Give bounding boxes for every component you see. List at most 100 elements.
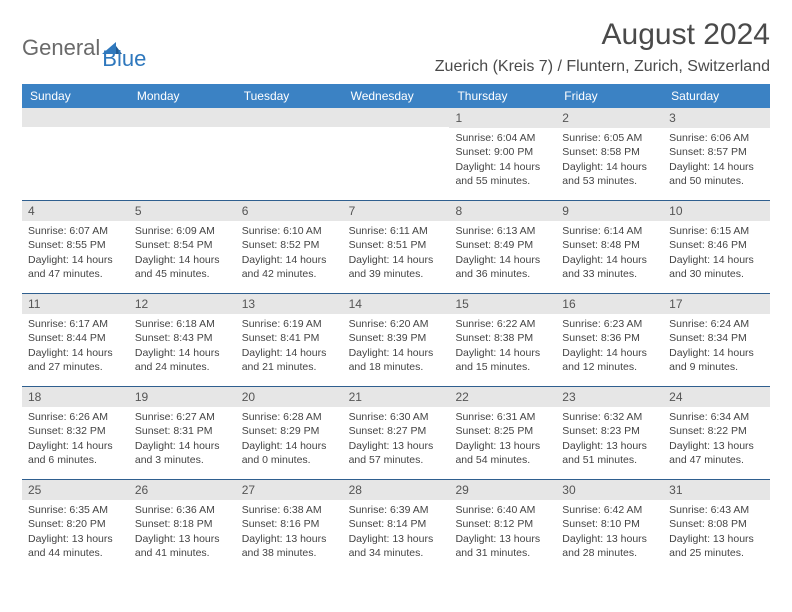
daylight-text: Daylight: 13 hours (669, 439, 764, 453)
daylight-text: Daylight: 14 hours (562, 346, 657, 360)
sunset-text: Sunset: 8:22 PM (669, 424, 764, 438)
sunrise-text: Sunrise: 6:18 AM (135, 317, 230, 331)
sunset-text: Sunset: 8:46 PM (669, 238, 764, 252)
sunset-text: Sunset: 8:49 PM (455, 238, 550, 252)
sunset-text: Sunset: 8:44 PM (28, 331, 123, 345)
calendar-cell: 12Sunrise: 6:18 AMSunset: 8:43 PMDayligh… (129, 294, 236, 386)
daylight-text: Daylight: 14 hours (562, 253, 657, 267)
daylight-text: Daylight: 14 hours (28, 439, 123, 453)
calendar-cell (129, 108, 236, 200)
sunset-text: Sunset: 8:39 PM (349, 331, 444, 345)
daylight-text: Daylight: 14 hours (242, 253, 337, 267)
day-details: Sunrise: 6:05 AMSunset: 8:58 PMDaylight:… (556, 128, 663, 194)
calendar-cell (343, 108, 450, 200)
daylight-text: and 45 minutes. (135, 267, 230, 281)
daylight-text: Daylight: 14 hours (135, 346, 230, 360)
calendar-week: 4Sunrise: 6:07 AMSunset: 8:55 PMDaylight… (22, 201, 770, 294)
logo-text-general: General (22, 35, 100, 61)
sunset-text: Sunset: 8:12 PM (455, 517, 550, 531)
daylight-text: and 18 minutes. (349, 360, 444, 374)
day-details: Sunrise: 6:18 AMSunset: 8:43 PMDaylight:… (129, 314, 236, 380)
daylight-text: Daylight: 14 hours (135, 253, 230, 267)
calendar-cell: 3Sunrise: 6:06 AMSunset: 8:57 PMDaylight… (663, 108, 770, 200)
calendar-cell: 7Sunrise: 6:11 AMSunset: 8:51 PMDaylight… (343, 201, 450, 293)
sunrise-text: Sunrise: 6:36 AM (135, 503, 230, 517)
sunrise-text: Sunrise: 6:34 AM (669, 410, 764, 424)
sunset-text: Sunset: 8:23 PM (562, 424, 657, 438)
daylight-text: and 47 minutes. (669, 453, 764, 467)
daylight-text: Daylight: 14 hours (349, 346, 444, 360)
day-number: 22 (449, 387, 556, 407)
calendar-week: 1Sunrise: 6:04 AMSunset: 9:00 PMDaylight… (22, 108, 770, 201)
sunset-text: Sunset: 8:25 PM (455, 424, 550, 438)
calendar-cell: 10Sunrise: 6:15 AMSunset: 8:46 PMDayligh… (663, 201, 770, 293)
day-number: 20 (236, 387, 343, 407)
sunset-text: Sunset: 8:38 PM (455, 331, 550, 345)
daylight-text: and 44 minutes. (28, 546, 123, 560)
sunrise-text: Sunrise: 6:39 AM (349, 503, 444, 517)
sunset-text: Sunset: 8:36 PM (562, 331, 657, 345)
calendar-week: 25Sunrise: 6:35 AMSunset: 8:20 PMDayligh… (22, 480, 770, 572)
calendar-cell: 11Sunrise: 6:17 AMSunset: 8:44 PMDayligh… (22, 294, 129, 386)
weekday-header: Tuesday (236, 84, 343, 108)
sunset-text: Sunset: 8:54 PM (135, 238, 230, 252)
sunset-text: Sunset: 8:32 PM (28, 424, 123, 438)
daylight-text: and 25 minutes. (669, 546, 764, 560)
sunset-text: Sunset: 8:16 PM (242, 517, 337, 531)
daylight-text: and 38 minutes. (242, 546, 337, 560)
sunrise-text: Sunrise: 6:35 AM (28, 503, 123, 517)
calendar-cell: 23Sunrise: 6:32 AMSunset: 8:23 PMDayligh… (556, 387, 663, 479)
sunrise-text: Sunrise: 6:11 AM (349, 224, 444, 238)
weekday-header: Saturday (663, 84, 770, 108)
sunset-text: Sunset: 8:55 PM (28, 238, 123, 252)
sunrise-text: Sunrise: 6:43 AM (669, 503, 764, 517)
daylight-text: and 27 minutes. (28, 360, 123, 374)
daylight-text: Daylight: 13 hours (562, 532, 657, 546)
daylight-text: and 0 minutes. (242, 453, 337, 467)
daylight-text: and 36 minutes. (455, 267, 550, 281)
calendar-cell: 31Sunrise: 6:43 AMSunset: 8:08 PMDayligh… (663, 480, 770, 572)
day-details: Sunrise: 6:31 AMSunset: 8:25 PMDaylight:… (449, 407, 556, 473)
sunrise-text: Sunrise: 6:19 AM (242, 317, 337, 331)
daylight-text: Daylight: 14 hours (669, 346, 764, 360)
sunrise-text: Sunrise: 6:28 AM (242, 410, 337, 424)
sunrise-text: Sunrise: 6:24 AM (669, 317, 764, 331)
sunset-text: Sunset: 8:10 PM (562, 517, 657, 531)
daylight-text: Daylight: 14 hours (669, 253, 764, 267)
calendar-cell: 13Sunrise: 6:19 AMSunset: 8:41 PMDayligh… (236, 294, 343, 386)
daylight-text: and 30 minutes. (669, 267, 764, 281)
calendar-body: 1Sunrise: 6:04 AMSunset: 9:00 PMDaylight… (22, 108, 770, 572)
day-number: 5 (129, 201, 236, 221)
day-details: Sunrise: 6:27 AMSunset: 8:31 PMDaylight:… (129, 407, 236, 473)
day-number: 13 (236, 294, 343, 314)
day-details: Sunrise: 6:22 AMSunset: 8:38 PMDaylight:… (449, 314, 556, 380)
calendar-cell: 9Sunrise: 6:14 AMSunset: 8:48 PMDaylight… (556, 201, 663, 293)
day-number: 7 (343, 201, 450, 221)
day-number: 14 (343, 294, 450, 314)
day-details: Sunrise: 6:19 AMSunset: 8:41 PMDaylight:… (236, 314, 343, 380)
day-number: 9 (556, 201, 663, 221)
day-details: Sunrise: 6:35 AMSunset: 8:20 PMDaylight:… (22, 500, 129, 566)
day-number: 6 (236, 201, 343, 221)
daylight-text: and 39 minutes. (349, 267, 444, 281)
calendar-cell: 27Sunrise: 6:38 AMSunset: 8:16 PMDayligh… (236, 480, 343, 572)
day-details: Sunrise: 6:38 AMSunset: 8:16 PMDaylight:… (236, 500, 343, 566)
daylight-text: and 6 minutes. (28, 453, 123, 467)
day-number: 30 (556, 480, 663, 500)
day-number: 12 (129, 294, 236, 314)
day-details: Sunrise: 6:30 AMSunset: 8:27 PMDaylight:… (343, 407, 450, 473)
calendar-week: 18Sunrise: 6:26 AMSunset: 8:32 PMDayligh… (22, 387, 770, 480)
header: General Blue August 2024 Zuerich (Kreis … (22, 18, 770, 76)
calendar-cell: 17Sunrise: 6:24 AMSunset: 8:34 PMDayligh… (663, 294, 770, 386)
sunrise-text: Sunrise: 6:17 AM (28, 317, 123, 331)
calendar-header-row: SundayMondayTuesdayWednesdayThursdayFrid… (22, 84, 770, 108)
sunrise-text: Sunrise: 6:05 AM (562, 131, 657, 145)
daylight-text: Daylight: 13 hours (28, 532, 123, 546)
calendar-cell: 4Sunrise: 6:07 AMSunset: 8:55 PMDaylight… (22, 201, 129, 293)
daylight-text: and 55 minutes. (455, 174, 550, 188)
calendar-cell (22, 108, 129, 200)
daylight-text: Daylight: 13 hours (669, 532, 764, 546)
location-text: Zuerich (Kreis 7) / Fluntern, Zurich, Sw… (435, 58, 770, 76)
day-details: Sunrise: 6:26 AMSunset: 8:32 PMDaylight:… (22, 407, 129, 473)
sunrise-text: Sunrise: 6:31 AM (455, 410, 550, 424)
